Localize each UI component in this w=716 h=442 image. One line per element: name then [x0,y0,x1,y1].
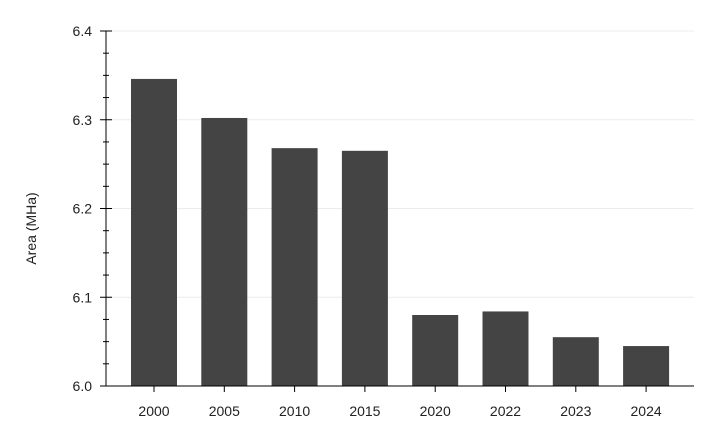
bar-2010 [271,148,318,386]
bars [131,78,670,387]
bar-2015 [341,150,388,386]
y-tick-label: 6.3 [73,112,93,128]
bar-2020 [412,315,459,386]
y-tick-label: 6.2 [73,201,93,217]
bar-2000 [131,78,177,387]
x-tick-label: 2000 [138,403,169,419]
grid-lines [106,30,694,298]
bar-2023 [552,337,599,386]
y-ticks: 6.0 6.1 6.2 6.3 6.4 [73,23,112,394]
x-tick-label: 2010 [279,403,310,419]
x-tick-label: 2023 [560,403,591,419]
x-tick-label: 2020 [420,403,451,419]
x-tick-label: 2024 [631,403,662,419]
bar-2005 [201,117,248,386]
bar-2024 [623,346,670,386]
x-ticks: 2000 2005 2010 2015 2020 2022 2023 2024 [138,386,662,419]
y-axis-title: Area (MHa) [23,192,39,264]
y-tick-label: 6.0 [73,378,93,394]
x-tick-label: 2015 [349,403,380,419]
x-tick-label: 2005 [209,403,240,419]
x-tick-label: 2022 [490,403,521,419]
bar-2022 [482,311,529,386]
y-tick-label: 6.4 [73,23,93,39]
y-tick-label: 6.1 [73,289,93,305]
